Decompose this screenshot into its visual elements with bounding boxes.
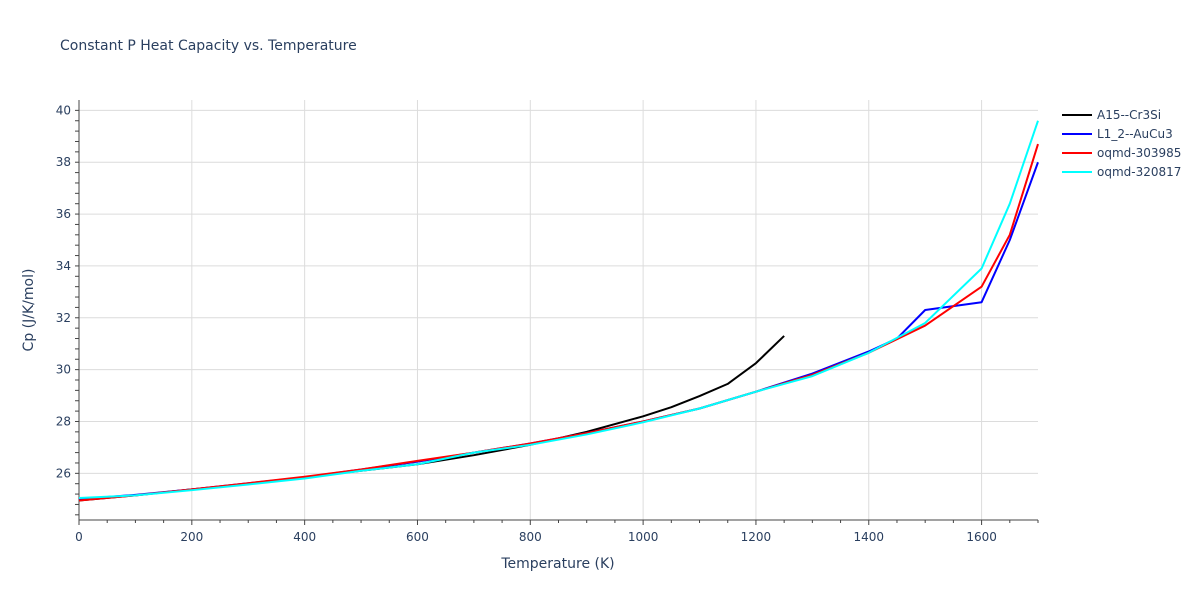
x-tick-label: 1600 [966,530,997,544]
grid [79,100,1038,520]
x-tick-label: 200 [180,530,203,544]
series-line-oqmd-320817 [78,120,1039,499]
legend-label: oqmd-303985 [1097,146,1181,160]
y-axis-label: Cp (J/K/mol) [21,269,37,352]
y-tick-label: 32 [56,311,71,325]
x-tick-label: 0 [75,530,83,544]
legend-label: A15--Cr3Si [1097,108,1161,122]
axes: 0 200 400 600 800 1000 1200 1400 1600 26 28 30 32 34 3… [56,100,1039,544]
series-lines [78,120,1039,502]
series-line-oqmd-303985 [78,143,1039,502]
y-tick-label: 40 [56,103,71,117]
y-tick-label: 28 [56,414,71,428]
y-tick-label: 38 [56,155,71,169]
x-tick-label: 800 [519,530,542,544]
x-tick-label: 1000 [628,530,659,544]
y-tick-label: 36 [56,207,71,221]
x-tick-label: 400 [293,530,316,544]
legend: A15--Cr3Si L1_2--AuCu3 oqmd-303985 oqmd-320… [1062,108,1181,179]
y-tick-label: 34 [56,259,71,273]
series-line-L1_2--AuCu3 [78,161,1039,501]
legend-label: L1_2--AuCu3 [1097,127,1173,141]
x-tick-label: 600 [406,530,429,544]
x-axis-label: Temperature (K) [500,556,614,572]
y-tick-label: 30 [56,363,71,377]
y-tick-label: 26 [56,466,71,480]
chart-title: Constant P Heat Capacity vs. Temperature [60,38,357,54]
x-tick-label: 1400 [853,530,884,544]
x-tick-label: 1200 [741,530,772,544]
legend-label: oqmd-320817 [1097,165,1181,179]
series-line-A15--Cr3Si [78,335,785,502]
